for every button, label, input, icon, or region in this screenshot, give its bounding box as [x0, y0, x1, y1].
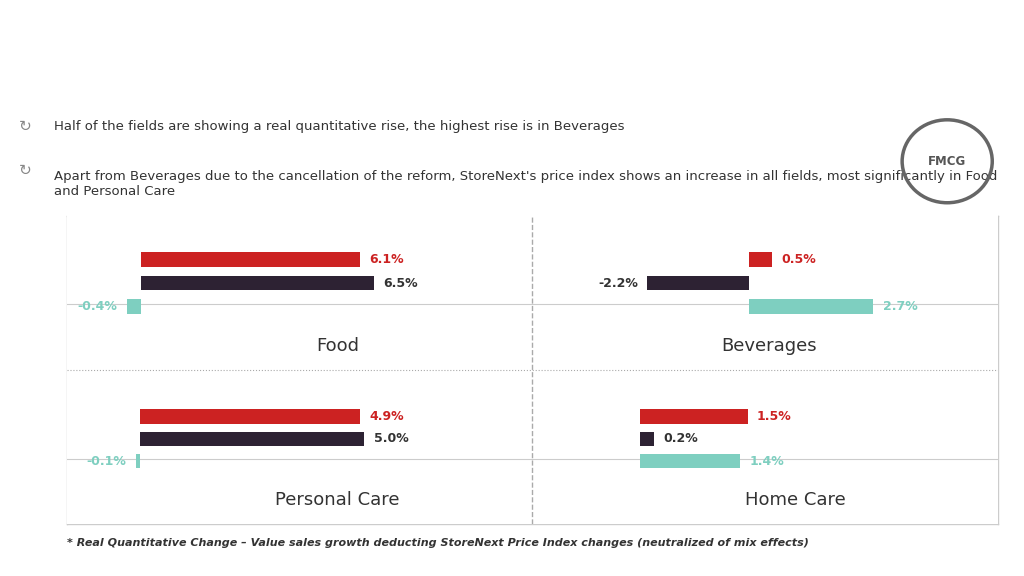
Text: -0.1%: -0.1%: [87, 455, 127, 468]
Bar: [140, 431, 365, 446]
Text: Real Quantitative Change: Real Quantitative Change: [598, 217, 759, 230]
Bar: [571, 216, 592, 230]
Bar: [647, 275, 749, 290]
Text: Personal Care: Personal Care: [275, 491, 400, 509]
Text: Value Cahnge: Value Cahnge: [187, 217, 274, 230]
Bar: [640, 431, 654, 446]
Text: Food: Food: [316, 338, 359, 355]
Bar: [640, 454, 740, 468]
Bar: [141, 275, 374, 290]
Text: Apart from Beverages due to the cancellation of the reform, StoreNext's price in: Apart from Beverages due to the cancella…: [54, 170, 997, 199]
Text: * Real Quantitative Change – Value sales growth deducting StoreNext Price Index : * Real Quantitative Change – Value sales…: [67, 538, 808, 548]
Text: -2.2%: -2.2%: [598, 276, 638, 290]
Text: 0.5%: 0.5%: [781, 253, 816, 266]
Text: Half of the fields are showing a real quantitative rise, the highest rise is in : Half of the fields are showing a real qu…: [54, 120, 625, 133]
Text: Price Index Change: Price Index Change: [402, 217, 523, 230]
Text: 4.9%: 4.9%: [370, 410, 403, 423]
Text: 6.1%: 6.1%: [369, 253, 403, 266]
Text: Home Care: Home Care: [745, 491, 846, 509]
Text: Beverages: Beverages: [722, 338, 817, 355]
Bar: [162, 216, 182, 230]
Text: 5.0%: 5.0%: [374, 433, 409, 445]
Text: 0.2%: 0.2%: [664, 433, 698, 445]
Bar: [749, 299, 873, 314]
Text: ↻: ↻: [19, 163, 32, 178]
Text: 6.5%: 6.5%: [383, 276, 418, 290]
Bar: [749, 252, 772, 267]
Text: 1.5%: 1.5%: [757, 410, 792, 423]
Bar: [141, 252, 359, 267]
Text: FMCG YTD Change Rate By Fields (2023 VS 2022): FMCG YTD Change Rate By Fields (2023 VS …: [88, 37, 936, 66]
Text: 2.7%: 2.7%: [883, 300, 918, 313]
Text: FMCG: FMCG: [928, 155, 967, 168]
Bar: [136, 454, 140, 468]
Text: -0.4%: -0.4%: [78, 300, 118, 313]
Text: ↻: ↻: [19, 119, 32, 134]
Bar: [140, 409, 359, 423]
Text: 1.4%: 1.4%: [750, 455, 784, 468]
Bar: [640, 409, 748, 423]
Bar: [127, 299, 141, 314]
Bar: [376, 216, 396, 230]
